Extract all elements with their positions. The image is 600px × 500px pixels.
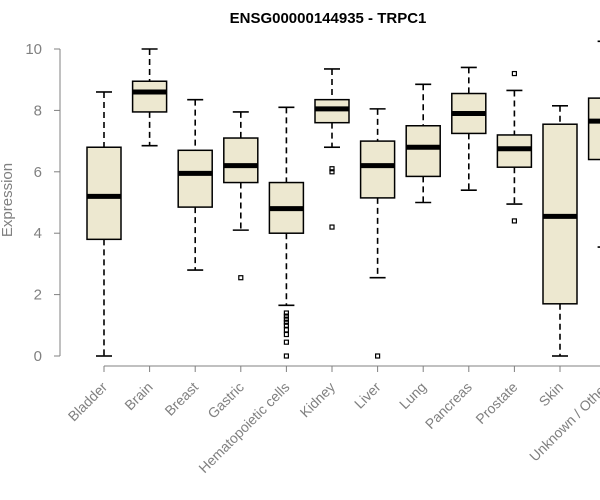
- y-tick-label: 10: [25, 41, 42, 58]
- box-group: [359, 108, 396, 359]
- plot-area: [86, 40, 600, 359]
- box-group: [131, 48, 168, 147]
- box-group: [177, 98, 213, 271]
- x-tick-label: Liver: [351, 379, 384, 412]
- x-tick-label: Breast: [161, 379, 201, 419]
- outlier-point: [283, 339, 289, 345]
- y-tick-label: 6: [34, 164, 42, 181]
- outlier-point: [283, 322, 289, 328]
- box-group: [451, 66, 487, 192]
- box-group: [223, 111, 259, 281]
- y-tick-label: 2: [34, 287, 42, 304]
- box-group: [496, 70, 533, 224]
- x-tick-label: Brain: [121, 379, 155, 413]
- x-tick-label: Lung: [396, 379, 429, 412]
- outlier-point: [283, 319, 289, 325]
- x-tick-label: Kidney: [297, 379, 339, 421]
- outlier-point: [329, 169, 335, 175]
- iqr-box: [131, 80, 168, 113]
- outlier-point: [283, 327, 289, 333]
- y-axis-label: Expression: [0, 163, 16, 237]
- outlier-point: [283, 353, 289, 359]
- outlier-point: [283, 313, 289, 319]
- iqr-box: [587, 97, 600, 161]
- iqr-box: [177, 149, 213, 208]
- outlier-point: [375, 353, 381, 359]
- outlier-point: [511, 218, 518, 224]
- iqr-box: [359, 140, 396, 199]
- x-tick-label: Prostate: [472, 379, 520, 427]
- box-group: [405, 83, 441, 204]
- box-group: [314, 68, 350, 230]
- x-tick-label: Hematopoietic cells: [195, 379, 292, 476]
- x-tick-label: Gastric: [204, 379, 247, 422]
- outlier-point: [329, 224, 335, 230]
- box-group: [268, 106, 305, 359]
- outlier-point: [511, 70, 518, 77]
- x-tick-label: Pancreas: [422, 379, 475, 432]
- box-group: [86, 91, 122, 357]
- outlier-point: [329, 166, 335, 172]
- x-tick-label: Bladder: [65, 379, 111, 425]
- x-tick-label: Skin: [536, 379, 567, 410]
- box-group: [587, 40, 600, 248]
- y-tick-label: 4: [34, 225, 42, 242]
- iqr-box: [86, 146, 122, 241]
- chart-title: ENSG00000144935 - TRPC1: [230, 10, 427, 27]
- y-tick-label: 8: [34, 102, 42, 119]
- y-tick-label: 0: [34, 348, 42, 365]
- box-group: [542, 104, 578, 357]
- outlier-point: [238, 275, 244, 281]
- y-axis: 0 2 4 6 8 10: [25, 41, 61, 365]
- outlier-point: [283, 331, 289, 338]
- outlier-point: [283, 310, 289, 316]
- iqr-box: [223, 137, 259, 184]
- iqr-box: [405, 125, 441, 178]
- outlier-point: [283, 316, 289, 322]
